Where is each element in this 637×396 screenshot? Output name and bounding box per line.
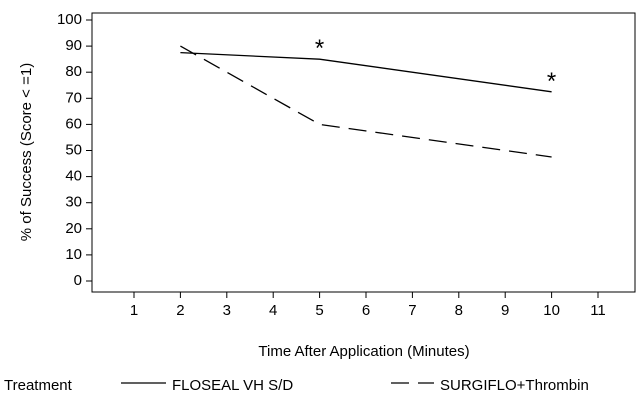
legend-label-surgiflo: SURGIFLO+Thrombin: [440, 377, 589, 394]
plot-frame: [91, 12, 636, 293]
x-tick-label: 1: [130, 302, 138, 319]
y-tick-label: 0: [74, 272, 82, 289]
y-tick-label: 80: [65, 63, 82, 80]
y-tick-label: 40: [65, 168, 82, 185]
x-tick-label: 4: [269, 302, 277, 319]
y-tick-label: 10: [65, 246, 82, 263]
x-tick-label: 11: [590, 302, 606, 319]
x-axis: 1 2 3 4 5 6 7 8 9 10 11: [130, 292, 606, 319]
x-tick-label: 3: [223, 302, 231, 319]
x-axis-title: Time After Application (Minutes): [258, 343, 469, 360]
y-tick-label: 90: [65, 37, 82, 54]
significance-asterisk: *: [547, 68, 556, 95]
y-axis: 0 10 20 30 40 50 60 70 80 90 100: [57, 11, 92, 289]
y-tick-label: 20: [65, 220, 82, 237]
y-tick-label: 100: [57, 11, 82, 28]
legend-title: Treatment: [4, 377, 73, 394]
x-tick-label: 2: [176, 302, 184, 319]
y-tick-label: 60: [65, 115, 82, 132]
annotation-layer: **: [315, 35, 556, 95]
y-tick-label: 70: [65, 89, 82, 106]
series-layer: [180, 45, 552, 158]
y-tick-label: 50: [65, 141, 82, 158]
legend-label-floseal: FLOSEAL VH S/D: [172, 377, 293, 394]
legend: Treatment FLOSEAL VH S/D SURGIFLO+Thromb…: [4, 377, 589, 394]
x-tick-label: 10: [543, 302, 560, 319]
x-tick-label: 9: [501, 302, 509, 319]
x-tick-label: 7: [408, 302, 416, 319]
y-axis-title: % of Success (Score < =1): [18, 63, 35, 241]
y-tick-label: 30: [65, 194, 82, 211]
x-tick-label: 6: [362, 302, 370, 319]
x-tick-label: 8: [455, 302, 463, 319]
x-tick-label: 5: [315, 302, 323, 319]
series-line-floseal: [180, 51, 552, 93]
series-line-surgiflo: [180, 45, 552, 158]
significance-asterisk: *: [315, 35, 324, 62]
